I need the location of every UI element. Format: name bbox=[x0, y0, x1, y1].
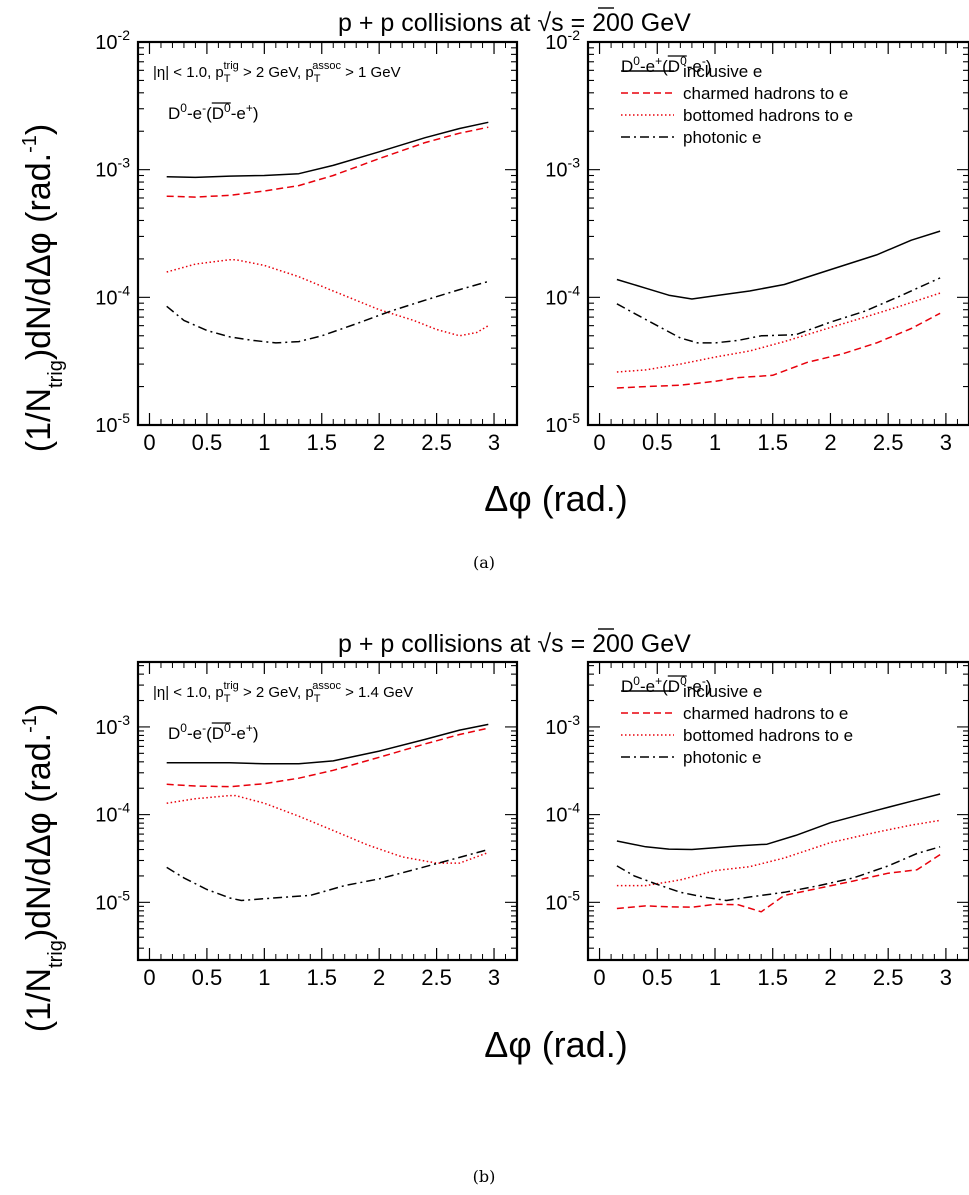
channel-label: D0-e-(D0-e+) bbox=[168, 721, 259, 743]
legend-entry: charmed hadrons to e bbox=[683, 84, 848, 103]
caption-b: (b) bbox=[473, 1167, 496, 1186]
y-tick-label: 10-3 bbox=[95, 712, 130, 739]
legend-entry: bottomed hadrons to e bbox=[683, 726, 853, 745]
x-tick-label: 1 bbox=[709, 430, 721, 455]
title-b: p + p collisions at √s = 200 GeV bbox=[338, 630, 691, 658]
x-tick-label: 3 bbox=[488, 430, 500, 455]
series-line-dashdot bbox=[166, 280, 489, 344]
y-tick-label: 10-3 bbox=[545, 155, 580, 182]
x-tick-label: 3 bbox=[940, 965, 952, 990]
x-tick-label: 2.5 bbox=[873, 965, 904, 990]
title-a-suffix: = 200 GeV bbox=[564, 9, 691, 37]
title-b-suffix: = 200 GeV bbox=[564, 630, 691, 658]
y-tick-label: 10-5 bbox=[545, 410, 580, 437]
title-a: p + p collisions at √s = 200 GeV bbox=[338, 9, 691, 37]
channel-label: D0-e-(D0-e+) bbox=[168, 101, 259, 123]
y-tick-label: 10-2 bbox=[95, 27, 130, 54]
x-tick-label: 3 bbox=[488, 965, 500, 990]
x-tick-label: 2 bbox=[373, 965, 385, 990]
y-tick-label: 10-4 bbox=[95, 800, 130, 827]
x-tick-label: 2 bbox=[824, 430, 836, 455]
x-tick-label: 0 bbox=[143, 965, 155, 990]
x-tick-label: 1.5 bbox=[306, 430, 337, 455]
kinematic-cut-label: |η| < 1.0, pTtrig > 2 GeV, pTassoc > 1 G… bbox=[153, 60, 401, 85]
x-tick-label: 2.5 bbox=[421, 430, 452, 455]
legend-entry: charmed hadrons to e bbox=[683, 704, 848, 723]
legend-entry: bottomed hadrons to e bbox=[683, 106, 853, 125]
panel-b-right: 0 0.5 1 1.5 2 2.5 310-310-410-5D0-e+(D0-e-)inc… bbox=[545, 660, 969, 990]
caption-a: (a) bbox=[473, 553, 495, 572]
x-tick-label: 2.5 bbox=[873, 430, 904, 455]
plot-frame bbox=[586, 660, 969, 962]
ylabel-b: (1/Ntrig)dN/dΔφ (rad.-1) bbox=[19, 704, 67, 1032]
xlabel-b: Δφ (rad.) bbox=[484, 1024, 627, 1065]
y-tick-label: 10-5 bbox=[95, 887, 130, 914]
x-tick-label: 1 bbox=[258, 965, 270, 990]
title-b-prefix: p + p collisions at bbox=[338, 630, 537, 658]
title-b-s: s bbox=[551, 630, 564, 658]
legend-entry: photonic e bbox=[683, 748, 761, 767]
x-tick-label: 0.5 bbox=[192, 430, 223, 455]
panel-a-left: 0 0.5 1 1.5 2 2.5 3 10-2 10-3 10-4 10-5 |η| < 1.0, … bbox=[95, 27, 519, 455]
series-line-solid bbox=[166, 121, 489, 179]
series-line-dashdot bbox=[166, 848, 489, 902]
y-tick-label: 10-4 bbox=[545, 282, 580, 309]
series-line-solid bbox=[616, 793, 941, 851]
plot-frame bbox=[136, 40, 519, 427]
series-line-dashed bbox=[616, 312, 941, 389]
series-line-dashdot bbox=[616, 846, 941, 902]
series-line-dotted bbox=[166, 794, 489, 864]
xlabel-a: Δφ (rad.) bbox=[484, 478, 627, 519]
series-line-dashed bbox=[166, 727, 489, 788]
y-tick-label: 10-5 bbox=[545, 887, 580, 914]
svg-text:(1/Ntrig)dN/dΔφ (rad.-1): (1/Ntrig)dN/dΔφ (rad.-1) bbox=[19, 704, 67, 1032]
svg-text:(1/Ntrig)dN/dΔφ (rad.-1): (1/Ntrig)dN/dΔφ (rad.-1) bbox=[19, 124, 67, 452]
series-line-dashed bbox=[616, 853, 941, 913]
y-tick-label: 10-3 bbox=[95, 155, 130, 182]
x-tick-label: 0 bbox=[143, 430, 155, 455]
series-line-dashdot bbox=[616, 277, 941, 344]
x-tick-label: 1.5 bbox=[306, 965, 337, 990]
series-line-dashed bbox=[166, 126, 489, 198]
x-tick-label: 0 bbox=[593, 965, 605, 990]
series-line-dotted bbox=[616, 292, 941, 373]
x-tick-label: 2.5 bbox=[421, 965, 452, 990]
legend-entry: photonic e bbox=[683, 128, 761, 147]
x-tick-label: 1.5 bbox=[757, 965, 788, 990]
y-tick-label: 10-4 bbox=[545, 800, 580, 827]
y-tick-label: 10-4 bbox=[95, 282, 130, 309]
panel-a-right: 0 0.5 1 1.5 2 2.5 310-210-310-410-5D0-e+(D0-e-… bbox=[545, 27, 969, 455]
title-a-prefix: p + p collisions at bbox=[338, 9, 537, 37]
x-tick-label: 2 bbox=[373, 430, 385, 455]
x-tick-label: 0.5 bbox=[642, 430, 673, 455]
legend-entry: inclusive e bbox=[683, 62, 762, 81]
series-line-dotted bbox=[616, 819, 941, 887]
x-tick-label: 1.5 bbox=[757, 430, 788, 455]
ylabel-a: (1/Ntrig)dN/dΔφ (rad.-1) bbox=[19, 124, 67, 452]
legend-entry: inclusive e bbox=[683, 682, 762, 701]
kinematic-cut-label: |η| < 1.0, pTtrig > 2 GeV, pTassoc > 1.4… bbox=[153, 680, 413, 705]
title-a-sqrt-sign: √ bbox=[537, 9, 551, 37]
y-tick-label: 10-2 bbox=[545, 27, 580, 54]
y-tick-label: 10-5 bbox=[95, 410, 130, 437]
title-a-s: s bbox=[551, 9, 564, 37]
y-tick-label: 10-3 bbox=[545, 712, 580, 739]
x-tick-label: 0.5 bbox=[642, 965, 673, 990]
plot-frame bbox=[136, 660, 519, 962]
x-tick-label: 3 bbox=[940, 430, 952, 455]
x-tick-label: 1 bbox=[709, 965, 721, 990]
figure-a: p + p collisions at √s = 200 GeV (1/Ntri… bbox=[19, 7, 969, 572]
figure-b: p + p collisions at √s = 200 GeV (1/Ntri… bbox=[19, 628, 969, 1186]
series-line-solid bbox=[616, 230, 941, 300]
series-line-solid bbox=[166, 723, 489, 765]
series-line-dotted bbox=[166, 258, 489, 337]
x-tick-label: 1 bbox=[258, 430, 270, 455]
title-b-sqrt-sign: √ bbox=[537, 630, 551, 658]
x-tick-label: 0 bbox=[593, 430, 605, 455]
plot-frame bbox=[586, 40, 969, 427]
x-tick-label: 0.5 bbox=[192, 965, 223, 990]
panel-b-left: 0 0.5 1 1.5 2 2.5 3 10-3 10-4 10-5 |η| < 1.0, pTtr… bbox=[95, 660, 519, 990]
x-tick-label: 2 bbox=[824, 965, 836, 990]
